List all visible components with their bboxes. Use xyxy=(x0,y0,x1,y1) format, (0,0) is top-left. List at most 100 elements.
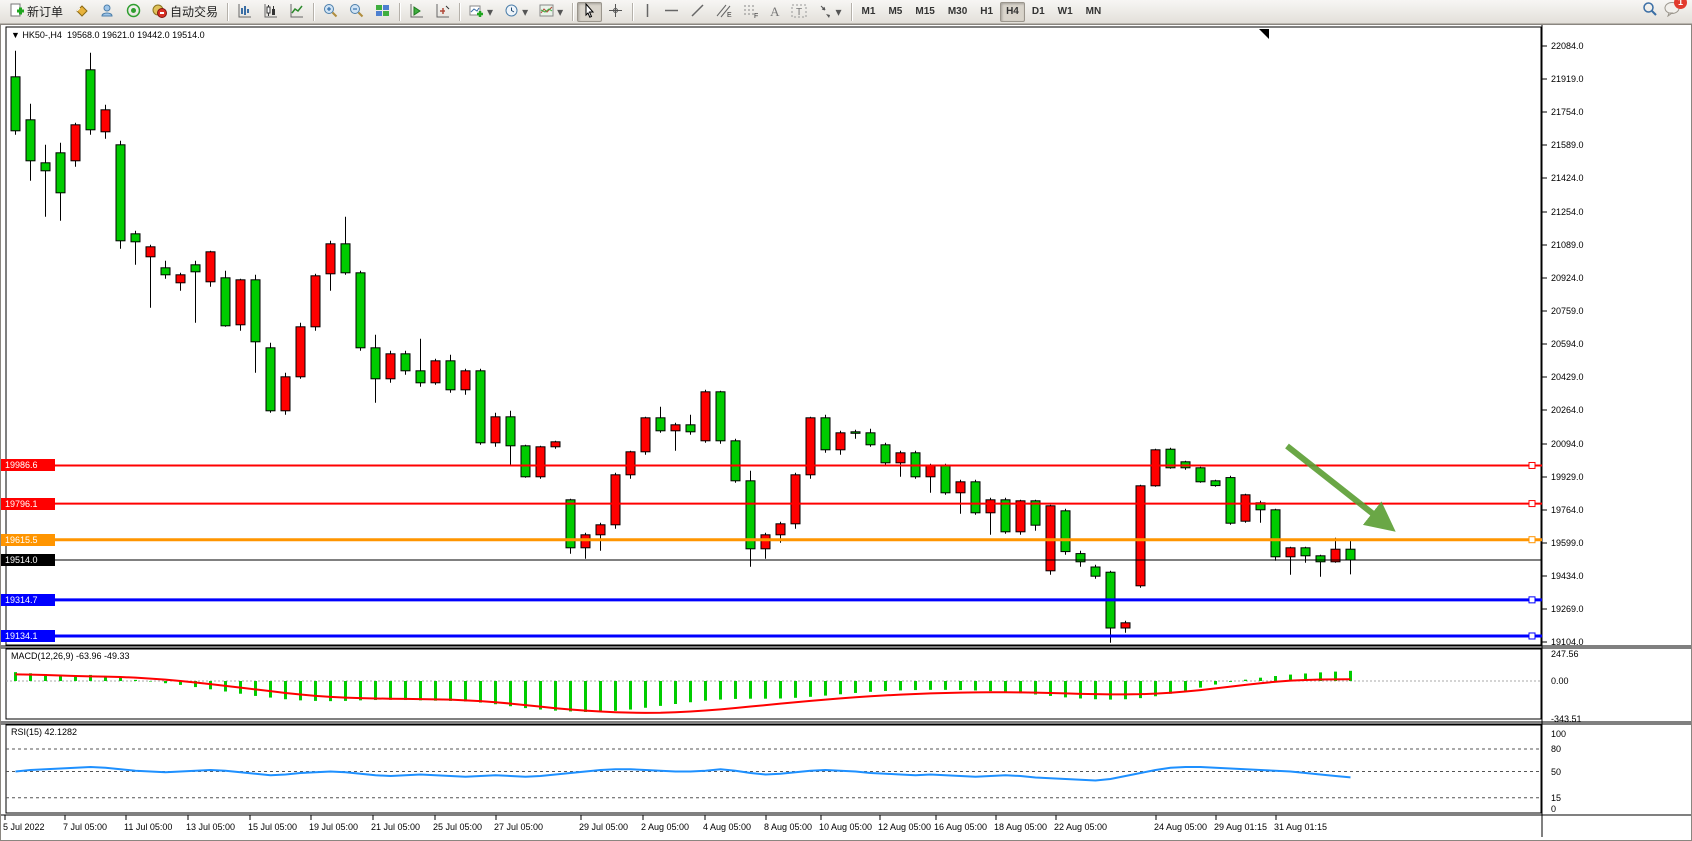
horizontal-line-tool-button[interactable] xyxy=(659,2,684,22)
timeframe-d1-button[interactable]: D1 xyxy=(1031,6,1045,17)
candle xyxy=(535,446,546,478)
line-handle[interactable] xyxy=(1528,596,1536,604)
indicators-button[interactable]: ▾ xyxy=(464,2,498,22)
candle xyxy=(1315,555,1326,563)
chart-shift-marker-icon[interactable] xyxy=(1259,29,1269,39)
price-tick-label: 21424.0 xyxy=(1551,173,1584,183)
price-line-label: 19986.6 xyxy=(1,459,55,472)
candle xyxy=(1135,485,1146,587)
candle xyxy=(310,275,321,328)
rsi-scale-label: 100 xyxy=(1551,729,1567,739)
price-line-label: 19615.5 xyxy=(1,533,55,546)
candle xyxy=(1000,499,1011,533)
zoom-in-button[interactable] xyxy=(318,2,343,22)
time-axis-label: 5 Jul 2022 xyxy=(3,822,45,832)
zoom-out-icon xyxy=(349,3,364,21)
candle xyxy=(115,144,126,242)
styles-bucket-button[interactable] xyxy=(69,2,94,22)
candle xyxy=(475,370,486,444)
timeframe-m15-button[interactable]: M15 xyxy=(915,6,935,17)
candle xyxy=(220,277,231,327)
timeframe-m1-button[interactable]: M1 xyxy=(861,6,876,17)
candle xyxy=(295,326,306,378)
price-tick-label: 21589.0 xyxy=(1551,140,1584,150)
candle xyxy=(625,451,636,476)
trendline-tool-button[interactable] xyxy=(685,2,710,22)
fibonacci-tool-button[interactable]: F xyxy=(738,2,764,22)
candle xyxy=(40,162,51,172)
price-tick-label: 19434.0 xyxy=(1551,571,1584,581)
templates-button[interactable]: ▾ xyxy=(534,2,568,22)
profiles-button[interactable] xyxy=(95,2,120,22)
timeframe-h1-button[interactable]: H1 xyxy=(980,6,994,17)
template-icon xyxy=(539,3,554,21)
line-chart-button[interactable] xyxy=(284,2,309,22)
macd-signal-line xyxy=(15,673,1351,714)
time-axis-label: 24 Aug 05:00 xyxy=(1154,822,1208,832)
periods-button[interactable]: ▾ xyxy=(499,2,533,22)
chart-canvas[interactable] xyxy=(1,25,1691,840)
candle xyxy=(1060,510,1071,553)
candle xyxy=(445,360,456,391)
tile-windows-button[interactable] xyxy=(370,2,395,22)
candle xyxy=(415,370,426,384)
chart-symbol-period: HK50-,H4 xyxy=(22,30,62,40)
label-tool-button[interactable]: T xyxy=(786,2,812,22)
macd-panel-frame[interactable] xyxy=(5,648,1542,720)
zoom-out-button[interactable] xyxy=(344,2,369,22)
main-plot-frame[interactable] xyxy=(5,26,1542,646)
autotrade-button[interactable]: 自动交易 xyxy=(147,2,223,22)
candle xyxy=(655,417,666,432)
candle xyxy=(400,353,411,372)
search-icon[interactable] xyxy=(1642,1,1658,22)
candle xyxy=(130,233,141,243)
candle xyxy=(550,441,561,448)
horizontal-line-icon xyxy=(664,3,679,21)
line-handle[interactable] xyxy=(1528,461,1536,469)
trend-arrow-annotation[interactable] xyxy=(1285,443,1396,532)
autoscroll-button[interactable] xyxy=(404,2,429,22)
channel-tool-button[interactable]: E xyxy=(711,2,737,22)
timeframe-w1-button[interactable]: W1 xyxy=(1057,6,1073,17)
candle xyxy=(490,416,501,444)
timeframe-m5-button[interactable]: M5 xyxy=(888,6,903,17)
ohlc-low: 19442.0 xyxy=(137,30,170,40)
autoscroll-icon xyxy=(409,3,424,21)
crosshair-tool-button[interactable] xyxy=(603,2,628,22)
vertical-line-tool-button[interactable] xyxy=(637,2,658,22)
price-tick-label: 19764.0 xyxy=(1551,505,1584,515)
fibonacci-icon: F xyxy=(743,3,759,21)
timeframe-mn-button[interactable]: MN xyxy=(1085,6,1102,17)
price-tick-label: 19599.0 xyxy=(1551,538,1584,548)
tile-windows-icon xyxy=(375,3,390,21)
candlestick-chart-button[interactable] xyxy=(258,2,283,22)
bar-chart-button[interactable] xyxy=(232,2,257,22)
text-tool-button[interactable]: A xyxy=(765,2,784,22)
rsi-panel-frame[interactable] xyxy=(5,724,1542,814)
signal-button[interactable] xyxy=(121,2,146,22)
timeframe-m30-button[interactable]: M30 xyxy=(947,6,968,17)
arrows-tool-button[interactable]: ▾ xyxy=(813,2,847,22)
chart-shift-button[interactable] xyxy=(430,2,455,22)
macd-scale-label: 247.56 xyxy=(1551,648,1579,659)
timeframe-h4-button[interactable]: H4 xyxy=(1000,1,1025,22)
macd-scale-label: -343.51 xyxy=(1551,714,1582,724)
candle xyxy=(985,499,996,514)
time-axis-label: 19 Jul 05:00 xyxy=(309,822,359,832)
new-order-button[interactable]: 新订单 xyxy=(4,2,68,22)
candle xyxy=(790,474,801,525)
svg-text:F: F xyxy=(754,13,758,18)
chart-window[interactable]: 22084.0 21919.0 21754.0 21589.0 21424.0 21254… xyxy=(0,24,1692,841)
cursor-tool-button[interactable] xyxy=(577,1,603,22)
time-axis-label: 16 Aug 05:00 xyxy=(934,822,988,832)
rsi-label: RSI(15) 42.1282 xyxy=(11,727,78,737)
candle xyxy=(265,347,276,412)
line-handle[interactable] xyxy=(1528,536,1536,544)
candle xyxy=(1300,547,1311,557)
price-tick-label: 19929.0 xyxy=(1551,472,1584,482)
notifications-button[interactable]: 1 xyxy=(1664,0,1687,22)
line-handle[interactable] xyxy=(1528,500,1536,508)
candle xyxy=(850,431,861,434)
line-handle[interactable] xyxy=(1528,632,1536,640)
collapse-triangle-icon[interactable]: ▼ xyxy=(11,30,23,40)
